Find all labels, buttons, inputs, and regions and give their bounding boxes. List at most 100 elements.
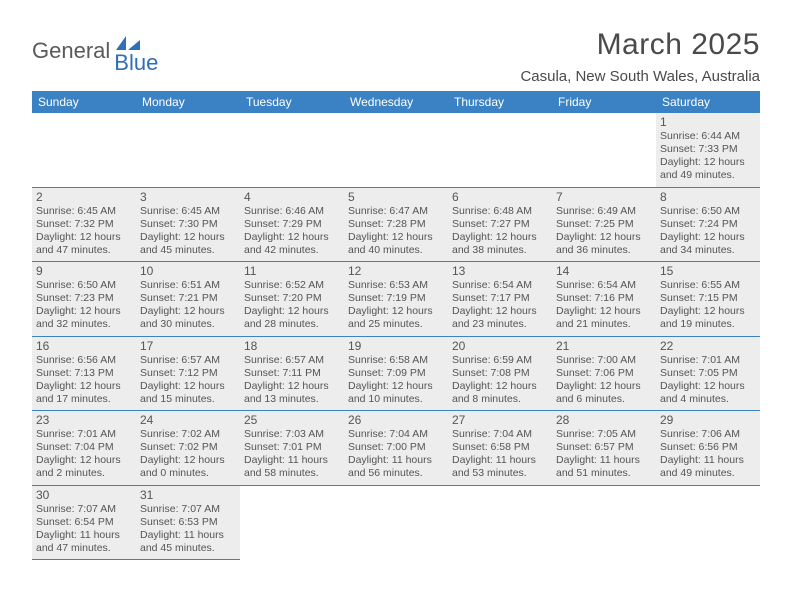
calendar-week-row: 1Sunrise: 6:44 AMSunset: 7:33 PMDaylight…: [32, 113, 760, 187]
sunrise-text: Sunrise: 6:45 AM: [140, 205, 236, 218]
sunrise-text: Sunrise: 7:01 AM: [660, 354, 756, 367]
sunset-text: Sunset: 6:56 PM: [660, 441, 756, 454]
day-number: 6: [452, 190, 548, 204]
day-number: 23: [36, 413, 132, 427]
calendar-day-cell: 6Sunrise: 6:48 AMSunset: 7:27 PMDaylight…: [448, 187, 552, 262]
daylight-text: Daylight: 12 hours and 4 minutes.: [660, 380, 756, 406]
calendar-day-cell: 22Sunrise: 7:01 AMSunset: 7:05 PMDayligh…: [656, 336, 760, 411]
sunrise-text: Sunrise: 6:54 AM: [556, 279, 652, 292]
day-info: Sunrise: 6:44 AMSunset: 7:33 PMDaylight:…: [660, 130, 756, 183]
calendar-day-cell: 3Sunrise: 6:45 AMSunset: 7:30 PMDaylight…: [136, 187, 240, 262]
calendar-day-cell: [448, 113, 552, 187]
calendar-day-cell: [136, 113, 240, 187]
calendar-day-cell: 12Sunrise: 6:53 AMSunset: 7:19 PMDayligh…: [344, 262, 448, 337]
day-number: 1: [660, 115, 756, 129]
sunset-text: Sunset: 7:24 PM: [660, 218, 756, 231]
daylight-text: Daylight: 12 hours and 30 minutes.: [140, 305, 236, 331]
title-block: March 2025 Casula, New South Wales, Aust…: [520, 28, 760, 85]
daylight-text: Daylight: 12 hours and 19 minutes.: [660, 305, 756, 331]
calendar-day-cell: 23Sunrise: 7:01 AMSunset: 7:04 PMDayligh…: [32, 411, 136, 486]
sunset-text: Sunset: 7:17 PM: [452, 292, 548, 305]
sunset-text: Sunset: 7:12 PM: [140, 367, 236, 380]
daylight-text: Daylight: 11 hours and 56 minutes.: [348, 454, 444, 480]
day-number: 30: [36, 488, 132, 502]
weekday-header: Friday: [552, 91, 656, 113]
daylight-text: Daylight: 12 hours and 47 minutes.: [36, 231, 132, 257]
sunrise-text: Sunrise: 6:50 AM: [36, 279, 132, 292]
calendar-week-row: 30 Sunrise: 7:07 AM Sunset: 6:54 PM Dayligh…: [32, 485, 760, 560]
calendar-day-cell: 31Sunrise: 7:07 AMSunset: 6:53 PMDayligh…: [136, 485, 240, 560]
sunset-text: Sunset: 7:28 PM: [348, 218, 444, 231]
daylight-text: Daylight: 12 hours and 42 minutes.: [244, 231, 340, 257]
calendar-day-cell: 13Sunrise: 6:54 AMSunset: 7:17 PMDayligh…: [448, 262, 552, 337]
day-number: 29: [660, 413, 756, 427]
sunrise-text: Sunrise: 7:01 AM: [36, 428, 132, 441]
day-info: Sunrise: 6:52 AMSunset: 7:20 PMDaylight:…: [244, 279, 340, 332]
sunset-text: Sunset: 6:58 PM: [452, 441, 548, 454]
day-number: 11: [244, 264, 340, 278]
day-info: Sunrise: 7:05 AMSunset: 6:57 PMDaylight:…: [556, 428, 652, 481]
daylight-text: Daylight: 12 hours and 25 minutes.: [348, 305, 444, 331]
sunset-text: Sunset: 7:00 PM: [348, 441, 444, 454]
daylight-text: Daylight: 11 hours and 53 minutes.: [452, 454, 548, 480]
day-number: 13: [452, 264, 548, 278]
day-number: 28: [556, 413, 652, 427]
daylight-text: Daylight: 12 hours and 23 minutes.: [452, 305, 548, 331]
day-info: Sunrise: 6:50 AMSunset: 7:24 PMDaylight:…: [660, 205, 756, 258]
daylight-text: Daylight: 11 hours and 45 minutes.: [140, 529, 236, 555]
daylight-text: Daylight: 12 hours and 2 minutes.: [36, 454, 132, 480]
day-number: 7: [556, 190, 652, 204]
logo-text-general: General: [32, 38, 110, 64]
sunrise-text: Sunrise: 6:56 AM: [36, 354, 132, 367]
daylight-text: Daylight: 12 hours and 15 minutes.: [140, 380, 236, 406]
day-info: Sunrise: 6:55 AMSunset: 7:15 PMDaylight:…: [660, 279, 756, 332]
sunset-text: Sunset: 7:32 PM: [36, 218, 132, 231]
day-number: 4: [244, 190, 340, 204]
sunrise-text: Sunrise: 6:57 AM: [140, 354, 236, 367]
day-info: Sunrise: 7:02 AMSunset: 7:02 PMDaylight:…: [140, 428, 236, 481]
calendar-day-cell: 25Sunrise: 7:03 AMSunset: 7:01 PMDayligh…: [240, 411, 344, 486]
daylight-text: Daylight: 12 hours and 49 minutes.: [660, 156, 756, 182]
calendar-day-cell: [448, 485, 552, 560]
day-number: 19: [348, 339, 444, 353]
calendar-day-cell: 30Sunrise: 7:07 AMSunset: 6:54 PMDayligh…: [32, 485, 136, 560]
daylight-text: Daylight: 12 hours and 32 minutes.: [36, 305, 132, 331]
sunset-text: Sunset: 7:30 PM: [140, 218, 236, 231]
sunset-text: Sunset: 7:21 PM: [140, 292, 236, 305]
calendar-day-cell: [32, 113, 136, 187]
day-info: Sunrise: 7:03 AMSunset: 7:01 PMDaylight:…: [244, 428, 340, 481]
sunrise-text: Sunrise: 6:46 AM: [244, 205, 340, 218]
day-number: 22: [660, 339, 756, 353]
sunrise-text: Sunrise: 6:53 AM: [348, 279, 444, 292]
sunrise-text: Sunrise: 7:04 AM: [452, 428, 548, 441]
sunrise-text: Sunrise: 7:05 AM: [556, 428, 652, 441]
calendar-day-cell: 26Sunrise: 7:04 AMSunset: 7:00 PMDayligh…: [344, 411, 448, 486]
day-info: Sunrise: 6:49 AMSunset: 7:25 PMDaylight:…: [556, 205, 652, 258]
sunset-text: Sunset: 7:25 PM: [556, 218, 652, 231]
daylight-text: Daylight: 11 hours and 49 minutes.: [660, 454, 756, 480]
sunset-text: Sunset: 7:08 PM: [452, 367, 548, 380]
calendar-week-row: 2Sunrise: 6:45 AMSunset: 7:32 PMDaylight…: [32, 187, 760, 262]
sunset-text: Sunset: 7:02 PM: [140, 441, 236, 454]
sunset-text: Sunset: 6:57 PM: [556, 441, 652, 454]
daylight-text: Daylight: 11 hours and 51 minutes.: [556, 454, 652, 480]
day-number: 18: [244, 339, 340, 353]
daylight-text: Daylight: 12 hours and 28 minutes.: [244, 305, 340, 331]
sunset-text: Sunset: 6:54 PM: [36, 516, 132, 529]
daylight-text: Daylight: 12 hours and 40 minutes.: [348, 231, 444, 257]
calendar-week-row: 9Sunrise: 6:50 AMSunset: 7:23 PMDaylight…: [32, 262, 760, 337]
sunset-text: Sunset: 6:53 PM: [140, 516, 236, 529]
sunrise-text: Sunrise: 6:59 AM: [452, 354, 548, 367]
day-info: Sunrise: 6:50 AMSunset: 7:23 PMDaylight:…: [36, 279, 132, 332]
day-info: Sunrise: 6:58 AMSunset: 7:09 PMDaylight:…: [348, 354, 444, 407]
day-number: 12: [348, 264, 444, 278]
logo: General Blue: [32, 34, 186, 67]
sunrise-text: Sunrise: 7:07 AM: [140, 503, 236, 516]
calendar-day-cell: 18Sunrise: 6:57 AMSunset: 7:11 PMDayligh…: [240, 336, 344, 411]
calendar-day-cell: 8Sunrise: 6:50 AMSunset: 7:24 PMDaylight…: [656, 187, 760, 262]
day-info: Sunrise: 7:01 AMSunset: 7:04 PMDaylight:…: [36, 428, 132, 481]
day-info: Sunrise: 6:57 AMSunset: 7:12 PMDaylight:…: [140, 354, 236, 407]
day-info: Sunrise: 7:04 AMSunset: 6:58 PMDaylight:…: [452, 428, 548, 481]
sunrise-text: Sunrise: 6:45 AM: [36, 205, 132, 218]
calendar-day-cell: [240, 113, 344, 187]
